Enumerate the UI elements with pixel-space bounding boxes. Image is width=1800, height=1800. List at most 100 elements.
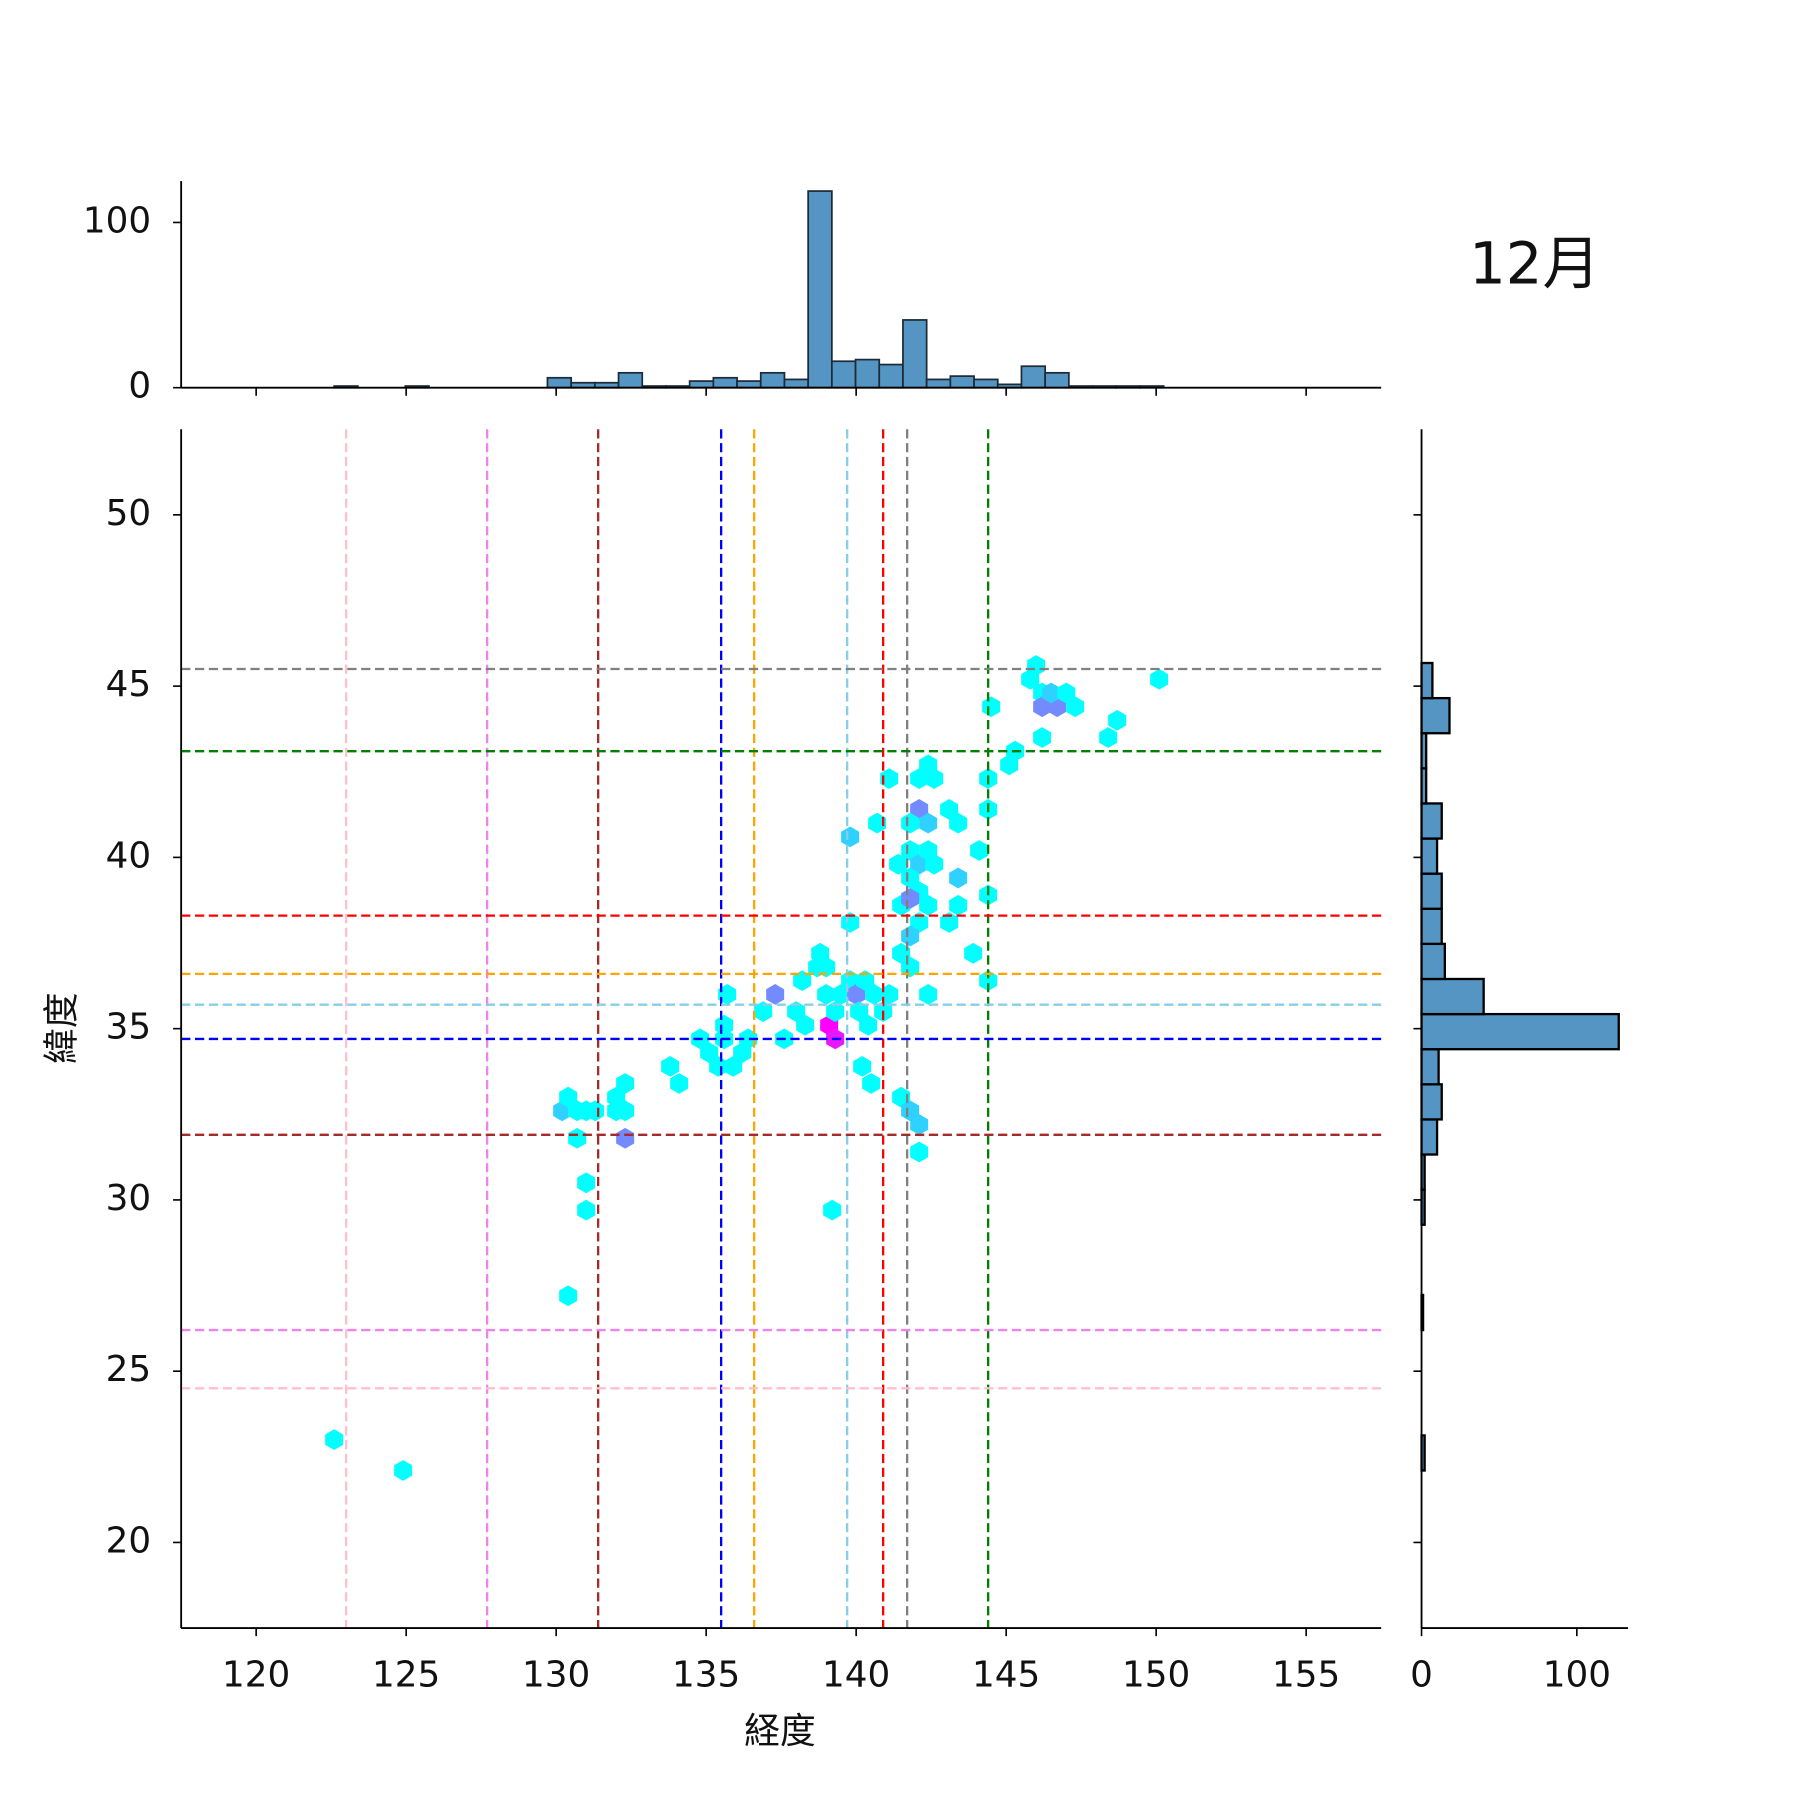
histogram-bar (830, 360, 857, 389)
hexbin-cell (817, 984, 836, 1005)
hexbin-cell (1108, 709, 1127, 731)
histogram-bar (902, 319, 928, 389)
histogram-bar (1420, 1048, 1440, 1086)
hexbin-cell (901, 867, 920, 889)
hexbin-cell (940, 912, 959, 933)
hexbin-cell (832, 984, 851, 1005)
hexbin-cell (982, 696, 1001, 718)
hexbin-cell (979, 970, 998, 992)
hexbin-cell (1027, 655, 1046, 676)
hexbin-cell (823, 1199, 842, 1221)
hexbin-cell (901, 956, 920, 978)
hexbin-cell (910, 1141, 929, 1163)
hexbin-cell (661, 1056, 680, 1077)
hexbin-cell (970, 840, 989, 861)
hexbin-cell (709, 1056, 728, 1077)
hexbin-cell (1057, 682, 1076, 704)
hexbin-cell (865, 984, 884, 1005)
y-axis-label: 緯度 (41, 992, 82, 1064)
y-tick-label: 35 (106, 1007, 152, 1048)
histogram-bar (925, 378, 952, 389)
hexbin-cell (919, 812, 938, 834)
hexbin-cell (1150, 668, 1169, 690)
histogram-bar (973, 378, 999, 389)
hexbin-cell (754, 1001, 773, 1022)
x-tick-label: 140 (822, 1655, 890, 1696)
histogram-bar (546, 376, 573, 389)
hexbin-cell (925, 853, 944, 875)
y-tick-label: 100 (83, 200, 151, 241)
hexbin-cell (910, 799, 929, 820)
x-tick-label: 135 (672, 1655, 740, 1696)
hexbin-cell (766, 984, 785, 1005)
x-tick-label: 145 (972, 1655, 1040, 1696)
hexbin-cell (859, 1014, 878, 1036)
hexbin-cell (796, 1014, 815, 1036)
histogram-bar (1420, 942, 1446, 981)
hexbin-cell (949, 867, 968, 889)
hexbin-cell (964, 942, 983, 964)
x-tick-label: 130 (522, 1655, 590, 1696)
chart-title: 12月 (1469, 229, 1600, 297)
hexbin-cell (910, 768, 929, 789)
y-tick-label: 50 (106, 493, 152, 534)
y-tick-label: 45 (106, 664, 152, 705)
x-tick-label: 0 (1410, 1655, 1433, 1696)
hexbin-cell (325, 1429, 344, 1451)
hexbin-cell (1033, 696, 1052, 718)
hexbin-cell (892, 942, 911, 964)
hexbin-cell (739, 1028, 758, 1050)
hexbin-cell (616, 1127, 635, 1149)
hexbin-cell (925, 768, 944, 789)
hexbin-cell (889, 853, 908, 875)
histogram-bar (736, 380, 762, 389)
hexbin-cell (718, 984, 737, 1005)
hexbin-cell (856, 970, 875, 992)
hexbin-cell (850, 1001, 869, 1022)
hexbin-cell (607, 1086, 626, 1108)
histogram-bar (1420, 837, 1439, 875)
hexbin-cell (394, 1460, 413, 1481)
y-tick-label: 40 (106, 835, 152, 876)
hexbin-cell (577, 1199, 596, 1221)
hexbin-cell (880, 984, 899, 1005)
histogram-bar (1420, 977, 1485, 1016)
x-tick-label: 120 (222, 1655, 290, 1696)
histogram-bar (949, 375, 975, 389)
histogram-bar (1420, 1083, 1443, 1121)
y-tick-label: 30 (106, 1178, 152, 1219)
hexbin-cell (787, 1001, 806, 1022)
hexbin-cell (817, 956, 836, 978)
histogram-bar (1420, 907, 1443, 946)
x-tick-label: 155 (1272, 1655, 1340, 1696)
hexbin-cell (853, 1056, 872, 1077)
hexbin-cell (901, 1100, 920, 1122)
histogram-bar (1420, 802, 1443, 840)
histogram-bar (1420, 661, 1434, 700)
x-tick-label: 125 (372, 1655, 440, 1696)
histogram-bar (1044, 371, 1070, 389)
hexbin-cell (700, 1042, 719, 1064)
hexbin-cell (568, 1127, 587, 1149)
x-axis-label: 経度 (744, 1711, 816, 1752)
hexbin-cell (841, 826, 860, 848)
hexbin-cell (940, 799, 959, 820)
y-tick-label: 25 (106, 1349, 152, 1390)
histogram-bar (688, 380, 715, 389)
hexbin-cell (586, 1100, 605, 1122)
histogram-bar (1020, 365, 1047, 389)
x-tick-label: 150 (1122, 1655, 1190, 1696)
hexbin-cell (826, 1001, 845, 1022)
hexbin-cell (793, 970, 812, 992)
x-tick-label: 100 (1543, 1655, 1611, 1696)
y-tick-label: 0 (128, 366, 151, 407)
histogram-bar (783, 378, 810, 389)
hexbin-cell (892, 1086, 911, 1108)
hexbin-cell (901, 925, 920, 947)
hexbin-cell (616, 1100, 635, 1122)
hexbin-cell (901, 840, 920, 861)
hexbin-cell (670, 1073, 689, 1094)
hexbin-cell (724, 1056, 743, 1077)
hexbin-cell (910, 1114, 929, 1135)
hexbin-cell (1066, 696, 1085, 718)
